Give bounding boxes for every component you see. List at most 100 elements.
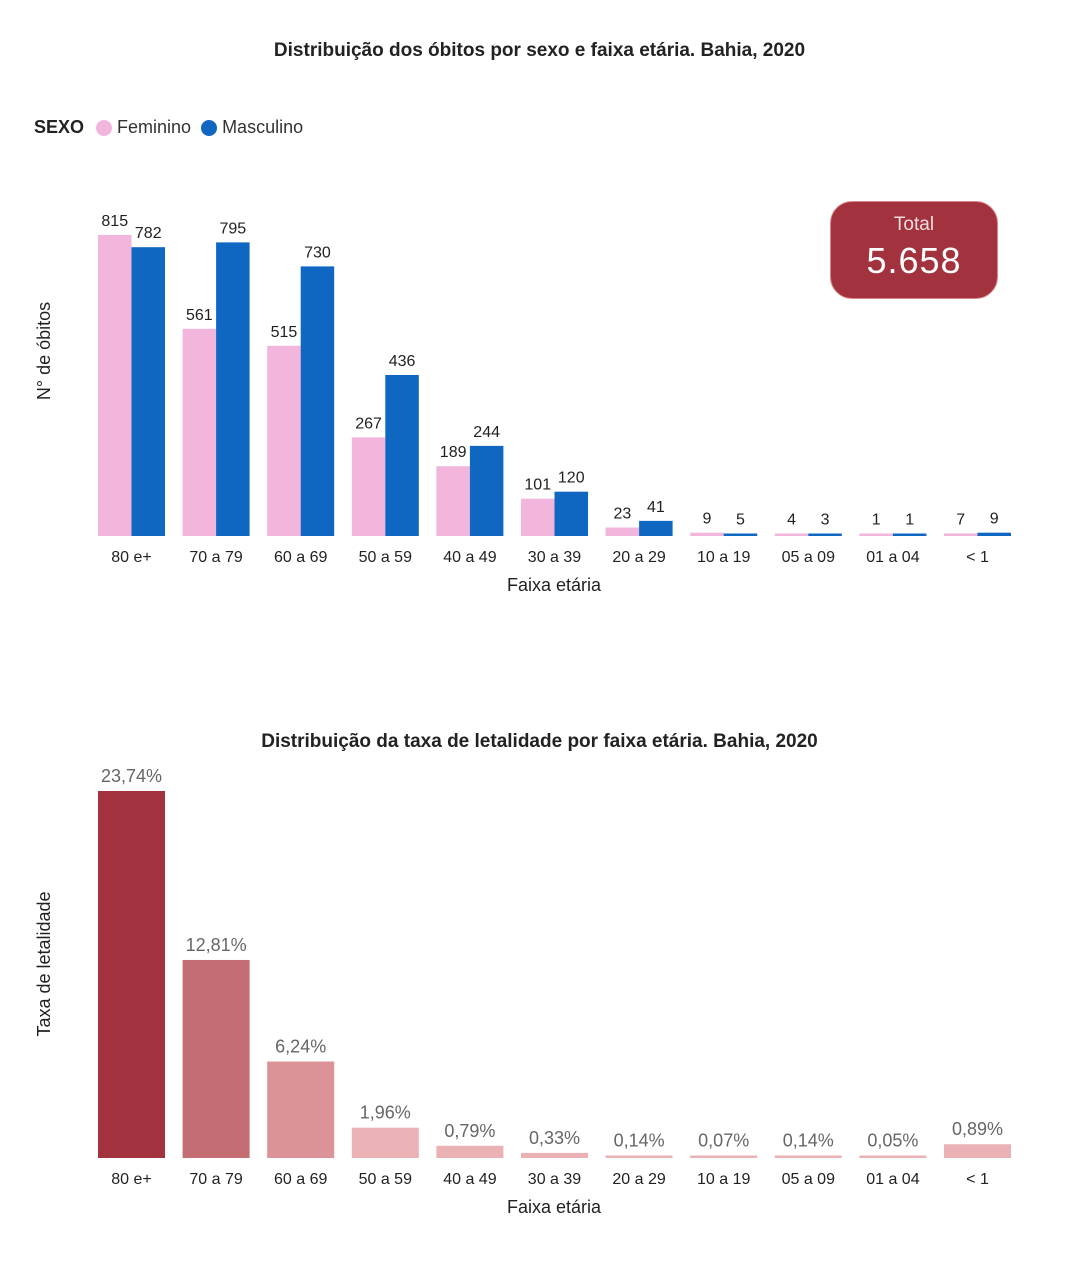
bar-letalidade-7 — [690, 1155, 758, 1158]
data-label-feminino-2: 515 — [271, 324, 298, 341]
legend-title: SEXO — [34, 117, 85, 137]
bar-feminino-4 — [436, 466, 470, 536]
x-tick-label-chart2-3: 50 a 59 — [359, 1171, 412, 1188]
bar-letalidade-3 — [351, 1127, 419, 1158]
bar-letalidade-4 — [436, 1145, 504, 1158]
x-tick-label-chart1-7: 10 a 19 — [697, 549, 750, 566]
data-label-feminino-6: 23 — [613, 506, 631, 523]
data-label-letalidade-6: 0,14% — [614, 1131, 665, 1151]
x-axis-label-chart1: Faixa etária — [507, 575, 602, 595]
x-tick-label-chart2-6: 20 a 29 — [612, 1171, 665, 1188]
data-label-letalidade-3: 1,96% — [360, 1103, 411, 1123]
legend-item-masculino[interactable]: Masculino — [201, 117, 303, 138]
data-label-letalidade-9: 0,05% — [867, 1131, 918, 1151]
bar-letalidade-10 — [944, 1144, 1011, 1158]
total-label: Total — [893, 214, 935, 235]
bar-letalidade-8 — [774, 1155, 842, 1158]
data-label-masculino-1: 795 — [219, 220, 246, 237]
data-label-feminino-9: 1 — [872, 512, 881, 529]
legend-item-feminino[interactable]: Feminino — [96, 117, 191, 138]
x-tick-label-chart2-8: 05 a 09 — [782, 1171, 835, 1188]
x-tick-label-chart2-1: 70 a 79 — [189, 1171, 242, 1188]
bar-feminino-9 — [859, 533, 893, 536]
bar-feminino-5 — [521, 498, 555, 536]
x-tick-label-chart2-4: 40 a 49 — [443, 1171, 496, 1188]
x-tick-label-chart2-10: < 1 — [966, 1171, 989, 1188]
data-label-masculino-6: 41 — [647, 499, 665, 516]
data-label-feminino-7: 9 — [702, 511, 711, 528]
data-label-feminino-10: 7 — [956, 511, 965, 528]
x-tick-label-chart1-8: 05 a 09 — [782, 549, 835, 566]
data-label-masculino-10: 9 — [990, 511, 999, 528]
x-tick-label-chart2-2: 60 a 69 — [274, 1171, 327, 1188]
data-label-masculino-4: 244 — [473, 424, 500, 441]
data-label-letalidade-4: 0,79% — [444, 1121, 495, 1141]
data-label-feminino-5: 101 — [524, 477, 551, 494]
x-tick-label-chart1-10: < 1 — [966, 549, 989, 566]
bar-feminino-3 — [351, 437, 386, 536]
x-tick-label-chart1-3: 50 a 59 — [359, 549, 412, 566]
bar-masculino-5 — [554, 491, 588, 536]
data-label-masculino-3: 436 — [389, 353, 416, 370]
legend-dot-feminino — [96, 119, 113, 136]
x-tick-label-chart2-7: 10 a 19 — [697, 1171, 750, 1188]
x-tick-label-chart1-2: 60 a 69 — [274, 549, 327, 566]
bar-feminino-1 — [182, 328, 217, 536]
data-label-feminino-3: 267 — [355, 415, 382, 432]
bar-feminino-0 — [98, 235, 132, 536]
total-value: 5.658 — [866, 240, 962, 281]
bar-masculino-6 — [639, 520, 673, 536]
data-label-feminino-4: 189 — [440, 444, 467, 461]
x-tick-label-chart1-6: 20 a 29 — [612, 549, 665, 566]
data-label-letalidade-10: 0,89% — [952, 1119, 1003, 1139]
bar-masculino-9 — [892, 533, 927, 536]
bar-masculino-10 — [977, 532, 1011, 536]
bar-letalidade-2 — [267, 1061, 335, 1158]
bar-masculino-4 — [469, 445, 504, 536]
data-label-masculino-2: 730 — [304, 244, 331, 261]
bar-letalidade-6 — [605, 1155, 673, 1158]
bar-letalidade-1 — [182, 959, 250, 1158]
x-tick-label-chart1-1: 70 a 79 — [189, 549, 242, 566]
bar-masculino-3 — [385, 374, 419, 536]
x-tick-label-chart1-9: 01 a 04 — [866, 549, 919, 566]
x-tick-label-chart2-9: 01 a 04 — [866, 1171, 919, 1188]
data-label-letalidade-8: 0,14% — [783, 1131, 834, 1151]
data-label-letalidade-0: 23,74% — [101, 766, 162, 786]
bar-feminino-8 — [774, 533, 809, 536]
chart1-legend: SEXO Feminino Masculino — [34, 117, 313, 138]
x-tick-label-chart1-4: 40 a 49 — [443, 549, 496, 566]
data-label-letalidade-7: 0,07% — [698, 1131, 749, 1151]
data-label-feminino-1: 561 — [186, 307, 213, 324]
data-label-masculino-9: 1 — [905, 512, 914, 529]
legend-label-feminino: Feminino — [117, 117, 192, 137]
chart2-title: Distribuição da taxa de letalidade por f… — [261, 731, 818, 752]
legend-label-masculino: Masculino — [222, 117, 304, 137]
y-axis-label-chart1: N° de óbitos — [34, 302, 54, 400]
bar-feminino-10 — [944, 533, 978, 536]
bar-feminino-7 — [690, 532, 724, 536]
data-label-letalidade-1: 12,81% — [186, 935, 247, 955]
x-tick-label-chart1-0: 80 e+ — [111, 549, 151, 566]
data-label-feminino-8: 4 — [787, 512, 796, 529]
x-tick-label-chart1-5: 30 a 39 — [528, 549, 581, 566]
total-card: Total 5.658 — [830, 201, 998, 299]
bar-feminino-2 — [267, 345, 301, 536]
bar-letalidade-5 — [521, 1152, 588, 1158]
bar-feminino-6 — [605, 527, 640, 536]
bar-letalidade-0 — [98, 791, 165, 1158]
bar-masculino-7 — [723, 533, 758, 536]
chart1-title: Distribuição dos óbitos por sexo e faixa… — [273, 40, 806, 61]
x-axis-label-chart2: Faixa etária — [507, 1197, 602, 1217]
data-label-masculino-8: 3 — [821, 512, 830, 529]
y-axis-label-chart2: Taxa de letalidade — [34, 891, 54, 1036]
x-tick-label-chart2-5: 30 a 39 — [528, 1171, 581, 1188]
bar-masculino-2 — [300, 266, 335, 536]
data-label-feminino-0: 815 — [101, 213, 128, 230]
x-tick-label-chart2-0: 80 e+ — [111, 1171, 151, 1188]
data-label-letalidade-5: 0,33% — [529, 1128, 580, 1148]
data-label-masculino-7: 5 — [736, 512, 745, 529]
data-label-masculino-5: 120 — [558, 470, 585, 487]
bar-letalidade-9 — [859, 1155, 927, 1158]
